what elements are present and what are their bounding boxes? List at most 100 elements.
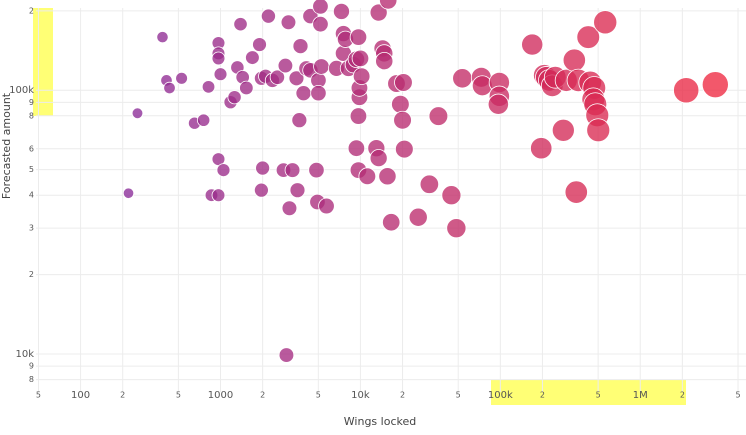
- point: [378, 167, 397, 186]
- x-tick-label: 2: [540, 391, 545, 400]
- y-tick-label: 2: [29, 270, 34, 279]
- x-tick-label: 2: [120, 391, 125, 400]
- point: [227, 90, 242, 105]
- point: [352, 67, 371, 85]
- point: [163, 81, 176, 95]
- highlight: [491, 380, 686, 405]
- point: [562, 48, 586, 72]
- point: [593, 10, 618, 35]
- x-tick-label: 5: [596, 391, 601, 400]
- y-tick-label: 9: [29, 362, 34, 371]
- point: [288, 70, 305, 87]
- point: [349, 107, 368, 125]
- point: [530, 137, 553, 160]
- point: [452, 68, 473, 89]
- point: [347, 139, 366, 157]
- point: [332, 2, 350, 20]
- point: [156, 31, 169, 44]
- y-tick-label: 10k: [15, 349, 34, 360]
- point: [471, 75, 493, 97]
- point: [318, 197, 335, 215]
- point: [131, 107, 144, 120]
- point: [280, 14, 297, 31]
- point: [255, 160, 271, 176]
- point: [239, 80, 254, 96]
- point: [122, 187, 135, 199]
- point: [310, 84, 327, 102]
- point: [260, 8, 276, 24]
- point: [408, 207, 428, 227]
- y-tick-label: 2: [29, 6, 34, 15]
- point: [213, 67, 228, 82]
- point: [441, 185, 462, 206]
- point: [278, 347, 295, 363]
- point: [551, 118, 575, 142]
- point: [289, 182, 306, 199]
- x-tick-label: 5: [456, 391, 461, 400]
- x-tick-label: 5: [316, 391, 321, 400]
- point: [253, 182, 269, 198]
- highlight: [33, 8, 53, 116]
- x-tick-label: 1M: [633, 390, 648, 401]
- y-tick-label: 8: [29, 375, 34, 384]
- point: [521, 33, 544, 56]
- point: [308, 161, 325, 179]
- point: [487, 93, 509, 115]
- point: [295, 85, 312, 102]
- point: [701, 71, 729, 99]
- point: [395, 139, 414, 159]
- point: [201, 80, 216, 94]
- x-tick-label: 5: [735, 391, 740, 400]
- point: [382, 213, 401, 232]
- x-tick-label: 2: [680, 391, 685, 400]
- point: [394, 73, 413, 92]
- point: [216, 163, 231, 178]
- y-tick-label: 100k: [9, 85, 34, 96]
- y-tick-label: 3: [29, 224, 34, 233]
- x-tick-label: 5: [176, 391, 181, 400]
- point: [313, 58, 330, 75]
- y-axis-title: Forecasted amount: [0, 92, 13, 199]
- point: [351, 49, 370, 68]
- point: [291, 112, 308, 129]
- point: [281, 200, 298, 217]
- point: [428, 106, 449, 126]
- point: [175, 71, 188, 85]
- point: [196, 113, 211, 127]
- point: [245, 50, 260, 65]
- point: [369, 149, 388, 168]
- x-tick-label: 10k: [351, 390, 370, 401]
- point: [419, 174, 440, 194]
- x-axis-title: Wings locked: [344, 415, 416, 428]
- y-tick-label: 9: [29, 98, 34, 107]
- point: [564, 180, 588, 204]
- point: [393, 110, 412, 130]
- x-tick-label: 2: [260, 391, 265, 400]
- point: [673, 77, 700, 104]
- point: [211, 188, 226, 203]
- point: [252, 37, 267, 52]
- y-tick-label: 8: [29, 111, 34, 120]
- y-tick-label: 4: [29, 191, 34, 200]
- point: [379, 0, 398, 10]
- point: [391, 94, 410, 114]
- x-tick-label: 5: [36, 391, 41, 400]
- point: [375, 52, 394, 71]
- y-tick-label: 6: [29, 144, 34, 153]
- point: [446, 218, 467, 239]
- point: [586, 118, 611, 143]
- point: [369, 3, 388, 22]
- point: [312, 0, 329, 15]
- x-tick-label: 100: [71, 390, 90, 401]
- point: [233, 17, 248, 32]
- y-tick-label: 5: [29, 165, 34, 174]
- point: [211, 51, 226, 66]
- point: [269, 69, 286, 85]
- x-tick-label: 100k: [488, 390, 513, 401]
- point: [284, 162, 301, 178]
- point: [576, 25, 601, 49]
- point: [349, 28, 368, 46]
- point: [292, 38, 309, 55]
- point: [358, 167, 377, 186]
